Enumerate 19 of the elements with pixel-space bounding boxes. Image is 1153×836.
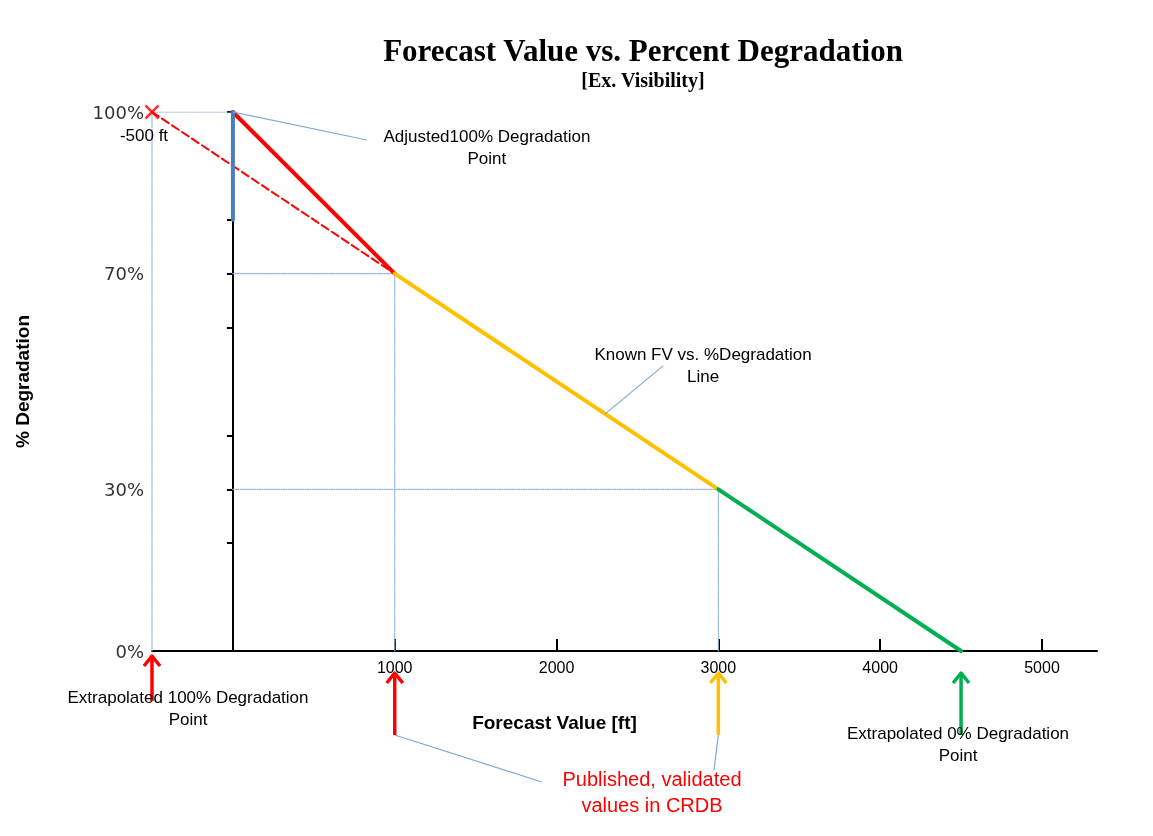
annotation: Extrapolated 100% Degradation Point <box>66 686 310 731</box>
chart-subtitle: [Ex. Visibility] <box>581 69 705 92</box>
x-tick-label: 1000 <box>376 658 413 676</box>
x-tick-label: 4000 <box>862 658 899 676</box>
y-axis-title: % Degradation <box>12 314 33 449</box>
chart-title: Forecast Value vs. Percent Degradation <box>383 33 903 68</box>
x-axis-title: Forecast Value [ft] <box>472 712 637 733</box>
x-tick-label: 3000 <box>700 658 737 676</box>
text: Published, validated values in CRDB <box>561 767 743 818</box>
y-tick-label: 30% <box>103 478 144 500</box>
x-tick-label: 5000 <box>1024 658 1060 676</box>
y-tick-label: 0% <box>115 640 144 662</box>
y-tick-label: 100% <box>92 101 144 123</box>
annotation: Known FV vs. %Degradation Line <box>593 343 813 388</box>
x-tick-label: 2000 <box>538 658 575 676</box>
annotation: -500 ft <box>118 124 170 147</box>
y-tick-label: 70% <box>103 263 144 285</box>
annotation: Adjusted100% Degradation Point <box>382 125 592 170</box>
text: Extrapolated 0% Degradation Point <box>845 722 1071 767</box>
